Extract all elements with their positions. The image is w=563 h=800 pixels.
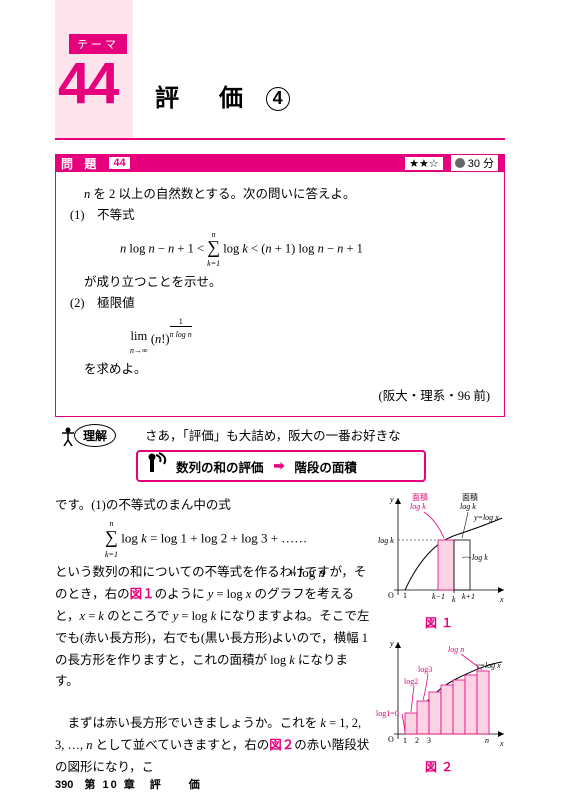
q1-after: が成り立つことを示せ。 <box>84 272 490 293</box>
problem-label: 問 題 <box>55 155 106 172</box>
svg-text:2: 2 <box>415 736 419 745</box>
svg-text:n: n <box>485 736 489 745</box>
problem-box: n を 2 以上の自然数とする。次の問いに答えよ。 (1) 不等式 n log … <box>55 172 505 417</box>
paragraph-2: という数列の和についての不等式を作るわけですが，そのとき，右の図１のように y … <box>55 562 370 693</box>
para1-math: n∑k=1 log k = log 1 + log 2 + log 3 + …… <box>105 520 415 559</box>
svg-text:log k: log k <box>410 502 426 511</box>
clock-icon <box>455 158 465 168</box>
time-limit: 30 分 <box>450 154 499 172</box>
svg-text:面積: 面積 <box>462 492 478 502</box>
keybox-right: 階段の面積 <box>294 457 357 476</box>
fig2-caption: 図２ <box>376 758 506 775</box>
svg-text:x: x <box>499 739 504 748</box>
fig1-caption: 図１ <box>376 614 506 631</box>
difficulty-stars: ★★☆ <box>404 156 444 171</box>
svg-text:log k: log k <box>472 553 488 562</box>
q2-after: を求めよ。 <box>84 359 490 380</box>
svg-text:k+1: k+1 <box>462 592 475 601</box>
problem-meta: ★★☆ 30 分 <box>404 154 505 172</box>
q1-label: (1) 不等式 <box>70 205 490 226</box>
svg-text:log1=0: log1=0 <box>376 709 399 718</box>
svg-text:y=log x: y=log x <box>473 513 499 522</box>
figref-2: 図２ <box>269 738 294 752</box>
svg-text:1: 1 <box>403 591 407 600</box>
time-text: 30 分 <box>468 155 494 171</box>
svg-text:3: 3 <box>427 736 431 745</box>
svg-text:1: 1 <box>403 736 407 745</box>
figure-2: O x y y=log x 1 2 3 n log1=0 log2 log3 l… <box>376 634 506 769</box>
svg-text:面積: 面積 <box>412 492 428 502</box>
intro-line: さあ，「評価」も大詰め，阪大の一番お好きな <box>145 426 401 448</box>
problem-header-bar: 問 題 44 ★★☆ 30 分 <box>55 154 505 172</box>
svg-text:log n: log n <box>448 645 464 654</box>
problem-source: (阪大・理系・96 前) <box>70 386 490 407</box>
rikai-badge: 理解 <box>60 424 116 447</box>
figure-1: O 1 x y y=log x log k k−1 k k+1 面積 log k… <box>376 490 506 625</box>
chapter-label: 第 10 章 評 価 <box>84 779 201 791</box>
title-text: 評 価 <box>155 85 251 112</box>
svg-text:y=log x: y=log x <box>475 661 501 670</box>
svg-text:x: x <box>499 595 504 604</box>
svg-text:k−1: k−1 <box>432 592 445 601</box>
svg-text:k: k <box>452 595 456 604</box>
q1-math: n log n − n + 1 < n∑k=1 log k < (n + 1) … <box>120 231 490 268</box>
svg-text:log k: log k <box>378 536 394 545</box>
problem-intro: n を 2 以上の自然数とする。次の問いに答えよ。 <box>84 184 490 205</box>
title-rule <box>55 138 505 140</box>
keybox-left: 数列の和の評価 <box>176 457 264 476</box>
page-number: 390 <box>55 779 73 791</box>
paragraph-3: まずは赤い長方形でいきましょうか。これを k = 1, 2, 3, …, n と… <box>55 713 370 779</box>
svg-text:O: O <box>388 591 394 600</box>
key-concept-box: 数列の和の評価 ➡ 階段の面積 <box>136 450 426 482</box>
rikai-label: 理解 <box>74 424 116 447</box>
svg-text:log3: log3 <box>418 665 432 674</box>
svg-text:log k: log k <box>460 502 476 511</box>
q2-label: (2) 極限値 <box>70 293 490 314</box>
svg-text:y: y <box>389 495 394 504</box>
figref-1: 図１ <box>130 587 155 601</box>
svg-text:O: O <box>388 735 394 744</box>
page-footer: 390 第 10 章 評 価 <box>55 776 202 792</box>
title-circled-number: 4 <box>266 87 290 111</box>
para1-text: です。(1)の不等式のまん中の式 <box>55 498 231 512</box>
page-title: 評 価 4 <box>155 78 290 113</box>
svg-text:log2: log2 <box>404 677 418 686</box>
q2-math: limn→∞ (n!)1n log n <box>130 318 490 355</box>
svg-text:y: y <box>389 639 394 648</box>
arrow-icon: ➡ <box>274 458 285 474</box>
speaker-icon <box>146 452 170 480</box>
theme-number: 44 <box>58 50 117 117</box>
problem-number: 44 <box>108 156 130 170</box>
